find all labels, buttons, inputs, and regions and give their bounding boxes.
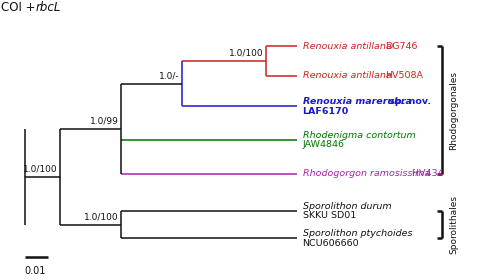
Text: NCU606660: NCU606660 (302, 239, 359, 248)
Text: 1.0/100: 1.0/100 (23, 165, 58, 174)
Text: 1.0/100: 1.0/100 (230, 49, 264, 58)
Text: 1.0/-: 1.0/- (159, 71, 180, 80)
Text: COI +: COI + (2, 1, 40, 14)
Text: Renouxia marerubra: Renouxia marerubra (302, 97, 412, 106)
Text: 1.0/99: 1.0/99 (90, 117, 118, 126)
Text: Rhodogorgon ramosissima: Rhodogorgon ramosissima (302, 169, 430, 178)
Text: Renouxia antillana: Renouxia antillana (302, 42, 392, 51)
Text: 1.0/100: 1.0/100 (84, 213, 118, 221)
Text: Rhodogorgonales: Rhodogorgonales (450, 71, 458, 150)
Text: Sporolithales: Sporolithales (450, 195, 458, 254)
Text: LAF6170: LAF6170 (302, 107, 349, 116)
Text: rbcL: rbcL (35, 1, 60, 14)
Text: Sporolithon ptychoides: Sporolithon ptychoides (302, 229, 412, 238)
Text: Sporolithon durum: Sporolithon durum (302, 202, 391, 211)
Text: sp. nov.: sp. nov. (386, 97, 431, 106)
Text: HV508A: HV508A (384, 71, 422, 80)
Text: 0.01: 0.01 (25, 266, 46, 276)
Text: Rhodenigma contortum: Rhodenigma contortum (302, 131, 416, 140)
Text: DG746: DG746 (384, 42, 417, 51)
Text: HV434: HV434 (410, 169, 444, 178)
Text: JAW4846: JAW4846 (302, 141, 344, 150)
Text: SKKU SD01: SKKU SD01 (302, 211, 356, 220)
Text: Renouxia antillana: Renouxia antillana (302, 71, 392, 80)
